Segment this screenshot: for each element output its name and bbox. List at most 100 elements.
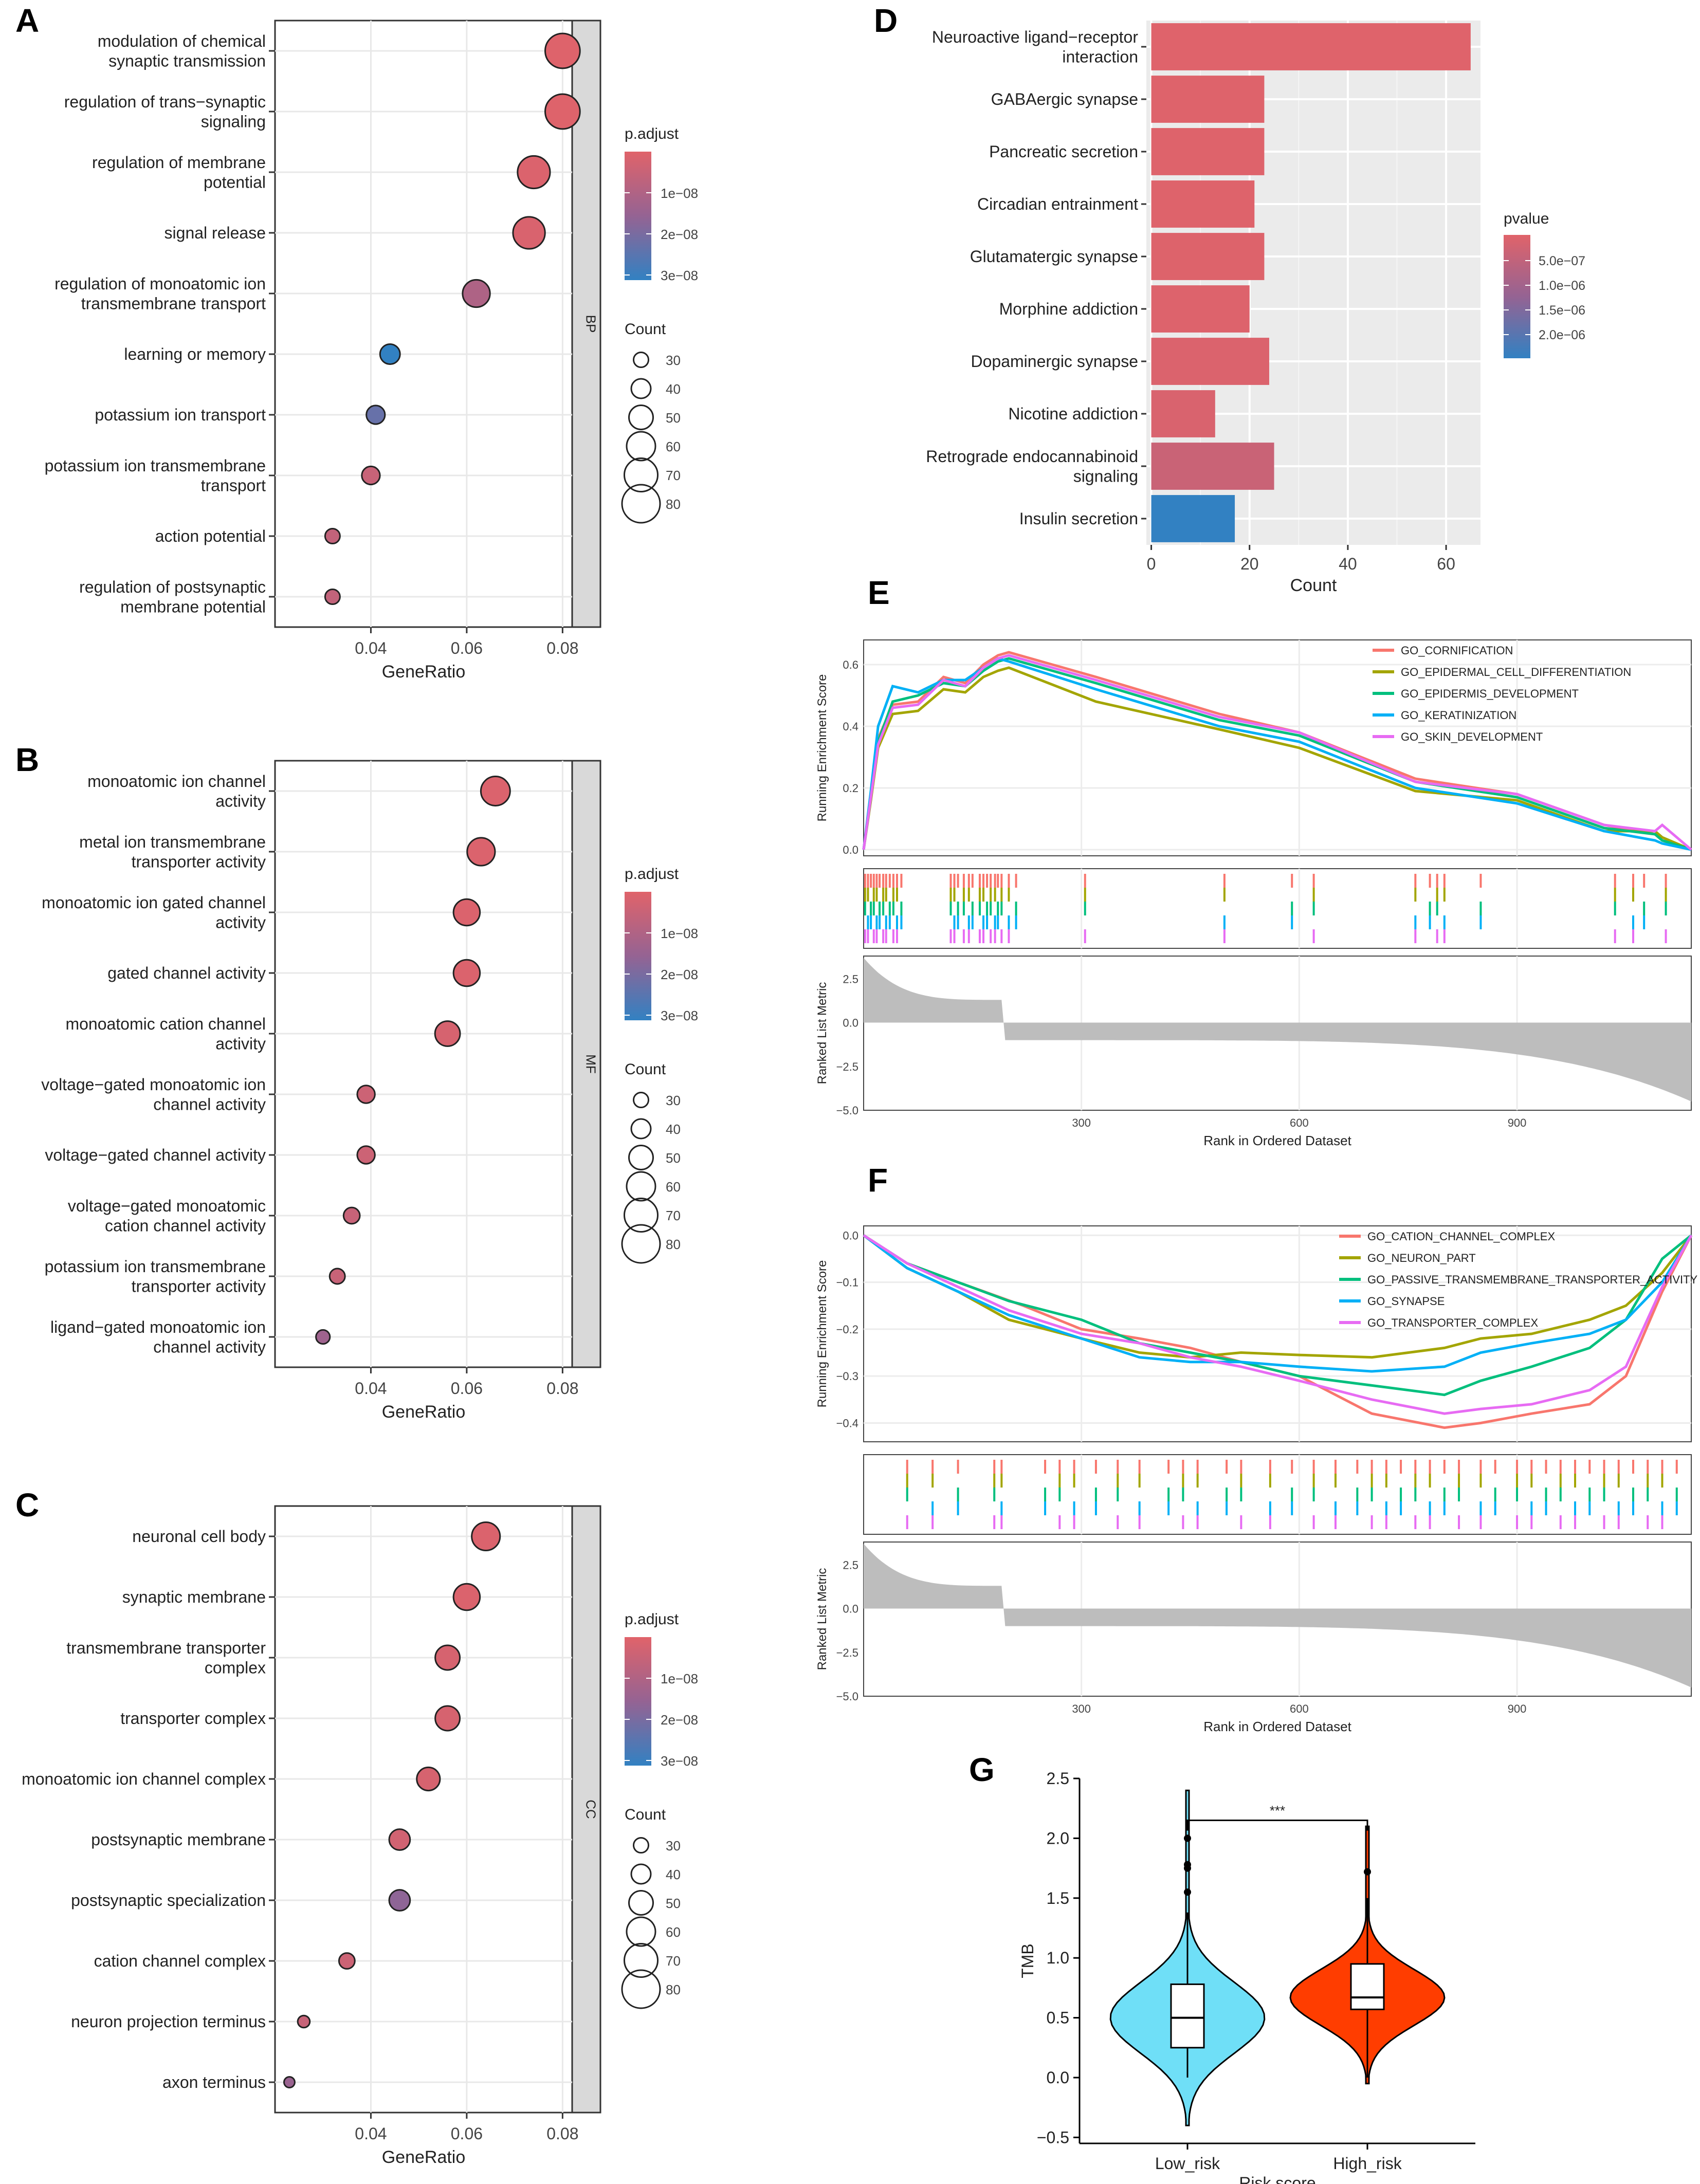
significance-label: *** [1270,1803,1285,1818]
size-legend-circle [626,1916,656,1947]
legend-title: Count [625,321,666,338]
term-label: voltage−gated channel activity [45,1146,266,1164]
legend-label: GO_EPIDERMAL_CELL_DIFFERENTIATION [1401,666,1631,678]
size-legend-circle [624,1198,659,1233]
colorbar-tick-label: 1e−08 [661,186,698,201]
term-label: monoatomic ion gated channel [42,893,266,912]
y-tick-label: −2.5 [836,1646,858,1659]
outlier-point [1184,1861,1191,1868]
size-legend-circle [630,1863,652,1885]
es-plot-frame [863,1225,1692,1442]
facet-strip [571,760,601,1368]
es-curve [863,1234,1692,1359]
size-legend-label: 50 [666,410,681,426]
legend-title: Count [625,1806,666,1823]
bar [1151,23,1471,70]
size-legend-label: 60 [666,1924,681,1940]
y-tick-label: 2.5 [843,1558,858,1571]
term-label: transmembrane transport [81,294,266,313]
x-tick-label: 20 [1240,555,1259,573]
bar [1151,390,1215,437]
term-label: transporter activity [132,852,266,871]
x-tick-label: 900 [1508,1116,1527,1129]
bar-term-label: Pancreatic secretion [989,142,1138,161]
x-tick-label: High_risk [1333,2154,1402,2173]
outlier-point [1364,1868,1371,1876]
bar-term-label: Morphine addiction [999,300,1138,318]
y-tick-label: 0.5 [1047,2009,1069,2027]
term-label: action potential [155,527,266,545]
plot-area [274,1505,573,2114]
es-curve [862,654,1692,851]
bar-term-label: Glutamatergic synapse [970,247,1138,266]
colorbar [625,1637,651,1766]
panel-label-e: E [868,574,890,611]
term-label: transporter complex [120,1709,266,1728]
term-label: monoatomic cation channel [65,1015,266,1033]
enrichment-dot [283,2076,296,2088]
y-tick-label: 0.2 [843,782,858,795]
es-curve [863,1234,1693,1373]
y-tick-label: −5.0 [836,1690,858,1703]
colorbar-tick-label: 2.0e−06 [1539,328,1585,342]
es-curve [862,657,1692,851]
x-axis-label: GeneRatio [382,662,466,682]
term-label: regulation of postsynaptic [79,578,266,596]
x-axis-label: Rank in Ordered Dataset [1203,1133,1351,1148]
size-legend-label: 80 [666,1237,681,1252]
term-label: transport [201,476,266,494]
x-tick-label: 0.08 [546,2124,578,2143]
size-legend-label: 70 [666,468,681,483]
y-tick-label: 0.0 [1047,2068,1069,2087]
term-label: voltage−gated monoatomic [68,1197,266,1215]
size-legend-label: 70 [666,1208,681,1223]
y-tick-label: 2.5 [843,972,858,985]
significance-bracket [1186,1819,1368,1831]
term-label: transmembrane transporter [66,1639,266,1657]
term-label: regulation of trans−synaptic [64,93,266,111]
term-label: potential [204,173,266,191]
x-tick-label: 600 [1290,1702,1309,1715]
term-label: neuronal cell body [132,1527,266,1546]
x-tick-label: 0.04 [355,2124,387,2143]
outlier-point [1184,1834,1191,1842]
panel-label-d: D [874,2,898,39]
bar [1151,443,1274,490]
enrichment-dot [434,1644,461,1671]
x-axis-label: Count [1290,576,1337,595]
size-legend-circle [628,1890,654,1916]
x-tick-label: Low_risk [1155,2154,1220,2173]
term-label: synaptic membrane [122,1588,266,1606]
enrichment-dot [328,1268,346,1285]
enrichment-dot [452,898,481,927]
term-label: monoatomic ion channel [87,772,266,791]
y-axis-label: Running Enrichment Score [815,674,829,822]
enrichment-dot [342,1206,361,1225]
y-tick-label: 2.0 [1047,1829,1069,1847]
dotplot-panel-cc: 0.04 0.06 0.08 GeneRatio CC neuronal cell bod… [22,1505,698,2167]
x-tick-label: 40 [1339,555,1357,573]
size-legend-label: 60 [666,1179,681,1195]
size-legend-label: 30 [666,353,681,368]
term-label: cation channel complex [94,1952,266,1970]
enrichment-dot [315,1329,331,1345]
bar [1151,128,1265,175]
y-tick-label: −2.5 [836,1060,858,1073]
y-tick-label: 0.0 [843,843,858,856]
x-axis-label: Risk score [1239,2174,1315,2184]
colorbar-tick-label: 1e−08 [661,926,698,941]
enrichment-dot [365,405,386,425]
outlier-point [1184,1888,1191,1896]
enrichment-dot [452,959,481,987]
term-label: regulation of monoatomic ion [54,274,266,293]
legend-label: GO_NEURON_PART [1367,1252,1476,1264]
term-label: activity [215,913,266,931]
enrichment-dot [434,1020,461,1047]
dotplot-panel-mf: 0.04 0.06 0.08 GeneRatio MF monoatomic ion ch… [41,760,698,1422]
bar-term-label: signaling [1073,467,1138,485]
enrichment-dot [544,32,581,69]
panel-label-f: F [868,1162,888,1199]
es-curve [863,1234,1693,1415]
size-legend-circle [624,457,659,492]
